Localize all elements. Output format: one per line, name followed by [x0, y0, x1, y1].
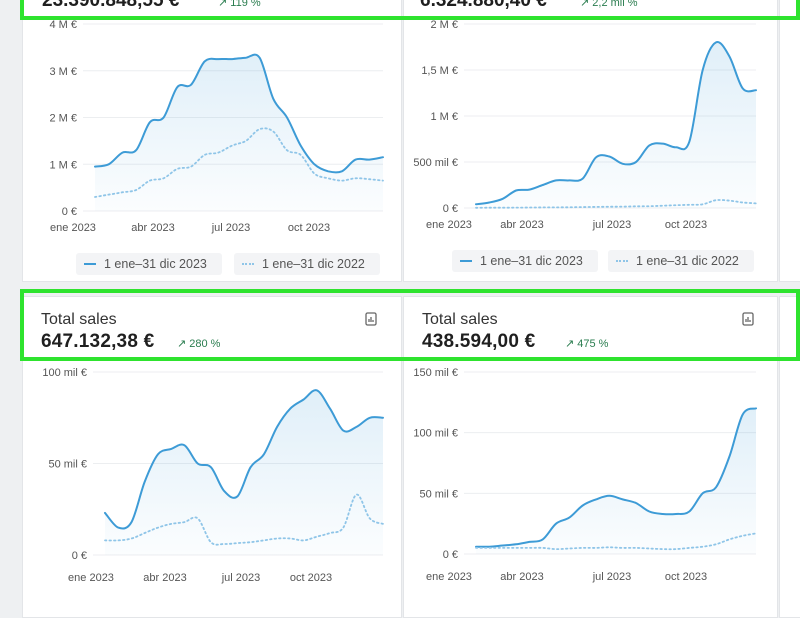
line-chart: 0 € 50 mil € 100 mil € 150 mil € ene 2023 abr…: [413, 367, 757, 583]
chart-card-top-edge: [779, 0, 800, 282]
series-line-current[interactable]: [104, 389, 384, 530]
y-tick-label: 0 €: [443, 549, 458, 561]
y-tick-label: 50 mil €: [419, 488, 458, 500]
series-line-previous[interactable]: [104, 493, 384, 546]
card-title: Total sales: [41, 311, 117, 328]
y-tick-label: 0 €: [72, 550, 87, 562]
card-total-value: 6.324.880,40 €: [420, 0, 547, 11]
series-line-previous[interactable]: [475, 532, 757, 551]
x-tick-label: jul 2023: [221, 572, 261, 584]
x-tick-label: abr 2023: [500, 219, 543, 231]
y-tick-label: 4 M €: [49, 19, 77, 31]
export-report-icon[interactable]: [741, 312, 755, 326]
y-tick-label: 1 M €: [49, 159, 77, 171]
card-total-value: 438.594,00 €: [422, 331, 536, 352]
series-area: [95, 54, 383, 211]
x-tick-label: oct 2023: [290, 572, 332, 584]
series-line-current[interactable]: [475, 407, 757, 548]
y-tick-label: 0 €: [62, 206, 77, 218]
y-tick-label: 500 mil €: [413, 157, 458, 169]
x-tick-label: ene 2023: [426, 219, 472, 231]
x-tick-label: abr 2023: [500, 571, 543, 583]
x-tick-label: oct 2023: [665, 571, 707, 583]
export-report-icon[interactable]: [364, 312, 378, 326]
legend-item-current[interactable]: 1 ene–31 dic 2023: [452, 250, 598, 272]
legend-solid-swatch: [84, 263, 96, 265]
chart-card-bottom-left: 0 € 50 mil € 100 mil € ene 2023 abr 2023 jul …: [22, 296, 402, 618]
chart-card-top-right: 0 € 500 mil € 1 M € 1,5 M € 2 M € ene 2023 abr…: [403, 0, 778, 282]
line-chart: 0 € 500 mil € 1 M € 1,5 M € 2 M € ene 2023 abr…: [413, 19, 757, 231]
y-tick-label: 2 M €: [430, 19, 458, 31]
card-change-badge: ↗ 475 %: [565, 338, 609, 350]
x-tick-label: oct 2023: [665, 219, 707, 231]
legend-dotted-swatch: [616, 260, 628, 262]
card-change-badge: ↗ 280 %: [177, 338, 221, 350]
x-tick-label: jul 2023: [211, 222, 251, 234]
legend-item-previous[interactable]: 1 ene–31 dic 2022: [608, 250, 754, 272]
chart-card-top-left: 0 € 1 M € 2 M € 3 M € 4 M € ene 2023 abr 2023 j…: [22, 0, 402, 282]
x-tick-label: abr 2023: [131, 222, 174, 234]
y-tick-label: 100 mil €: [413, 428, 458, 440]
x-tick-label: jul 2023: [592, 219, 632, 231]
x-tick-label: jul 2023: [592, 571, 632, 583]
y-tick-label: 2 M €: [49, 113, 77, 125]
series-area: [476, 42, 756, 209]
line-chart: 0 € 1 M € 2 M € 3 M € 4 M € ene 2023 abr 2023 j…: [49, 19, 384, 234]
series-area: [476, 408, 756, 554]
y-tick-label: 100 mil €: [42, 367, 87, 379]
line-chart: 0 € 50 mil € 100 mil € ene 2023 abr 2023 jul …: [42, 367, 384, 584]
card-change-badge: ↗ 119 %: [218, 0, 261, 9]
highlight-box-top: [20, 0, 800, 20]
x-tick-label: ene 2023: [426, 571, 472, 583]
y-tick-label: 150 mil €: [413, 367, 458, 379]
card-change-badge: ↗ 2,2 mil %: [580, 0, 638, 9]
x-tick-label: abr 2023: [143, 572, 186, 584]
y-tick-label: 1,5 M €: [421, 65, 458, 77]
y-tick-label: 1 M €: [430, 111, 458, 123]
x-tick-label: ene 2023: [50, 222, 96, 234]
x-tick-label: ene 2023: [68, 572, 114, 584]
y-tick-label: 50 mil €: [48, 459, 87, 471]
series-line-current[interactable]: [94, 53, 384, 174]
legend-item-current[interactable]: 1 ene–31 dic 2023: [76, 253, 222, 275]
highlight-box-bottom: [20, 289, 800, 361]
card-total-value: 647.132,38 €: [41, 331, 155, 352]
series-line-previous[interactable]: [94, 127, 384, 198]
chart-card-bottom-right: 0 € 50 mil € 100 mil € 150 mil € ene 2023 abr…: [403, 296, 778, 618]
card-title: Total sales: [422, 311, 498, 328]
y-tick-label: 0 €: [443, 203, 458, 215]
legend-solid-swatch: [460, 260, 472, 262]
card-total-value: 23.390.848,55 €: [42, 0, 180, 11]
x-tick-label: oct 2023: [288, 222, 330, 234]
legend-dotted-swatch: [242, 263, 254, 265]
legend-item-previous[interactable]: 1 ene–31 dic 2022: [234, 253, 380, 275]
y-tick-label: 3 M €: [49, 66, 77, 78]
series-line-current[interactable]: [475, 41, 757, 206]
series-line-previous[interactable]: [475, 199, 757, 209]
series-area: [105, 390, 383, 555]
